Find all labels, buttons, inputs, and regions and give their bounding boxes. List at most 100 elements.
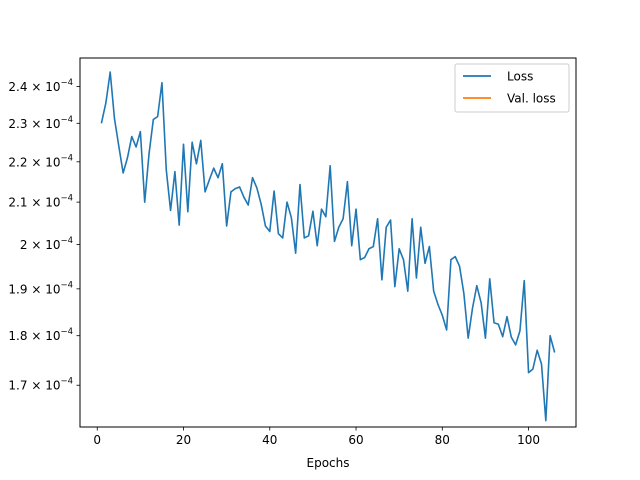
data-point <box>545 420 547 422</box>
data-point <box>553 351 556 353</box>
data-point <box>105 102 107 104</box>
data-point <box>100 121 103 124</box>
y-tick-label: 2.3 × 10−4 <box>8 115 73 131</box>
data-point <box>144 201 146 203</box>
data-point <box>195 163 198 165</box>
data-point <box>411 218 413 220</box>
x-axis-label: Epochs <box>307 456 350 470</box>
data-point <box>295 252 297 254</box>
data-point <box>493 322 495 324</box>
data-point <box>480 302 482 304</box>
data-point <box>338 226 340 228</box>
data-point <box>200 139 202 142</box>
data-point <box>389 219 392 221</box>
data-point <box>126 157 129 159</box>
x-tick-label: 100 <box>517 433 540 447</box>
data-point <box>398 248 400 250</box>
data-point <box>217 177 219 179</box>
data-point <box>157 115 159 118</box>
data-point <box>221 163 223 165</box>
data-point <box>394 285 396 288</box>
legend-val-loss-label: Val. loss <box>507 92 556 106</box>
x-tick-label: 20 <box>176 433 191 447</box>
data-point <box>381 279 383 281</box>
series-line-loss <box>100 71 556 422</box>
data-point <box>131 135 133 138</box>
y-tick-label: 2.2 × 10−4 <box>8 153 73 169</box>
data-point <box>174 171 176 173</box>
data-point <box>204 191 206 193</box>
series-layer <box>100 71 556 422</box>
data-point <box>497 323 499 325</box>
data-point <box>264 225 267 227</box>
data-point <box>113 118 116 120</box>
data-point <box>407 290 409 292</box>
data-point <box>454 256 456 258</box>
data-point <box>333 240 336 242</box>
data-point <box>519 330 521 332</box>
data-point <box>230 191 232 193</box>
data-point <box>437 303 439 306</box>
data-point <box>247 204 249 206</box>
data-point <box>273 190 275 192</box>
data-point <box>165 169 167 171</box>
data-point <box>320 208 323 210</box>
legend-loss-label: Loss <box>507 70 533 84</box>
data-point <box>269 230 271 233</box>
data-point <box>325 216 327 218</box>
data-point <box>415 277 418 279</box>
data-point <box>527 371 530 374</box>
data-point <box>502 336 504 338</box>
data-point <box>402 259 405 261</box>
y-tick-label: 2.4 × 10−4 <box>8 78 73 94</box>
data-point <box>251 177 254 179</box>
data-point <box>471 307 474 309</box>
y-tick-label: 1.7 × 10−4 <box>8 377 73 393</box>
data-point <box>355 208 357 210</box>
data-point <box>532 368 534 370</box>
x-tick-label: 60 <box>348 433 363 447</box>
data-point <box>467 337 469 339</box>
y-tick-label: 1.8 × 10−4 <box>8 327 73 343</box>
data-point <box>433 290 435 292</box>
data-point <box>109 71 111 73</box>
data-point <box>286 201 288 203</box>
data-point <box>226 225 228 227</box>
data-point <box>364 256 366 259</box>
data-point <box>152 118 154 121</box>
data-point <box>243 196 245 198</box>
axes-frame <box>79 57 577 428</box>
data-point <box>182 143 185 145</box>
data-point <box>484 337 487 339</box>
data-point <box>187 211 189 213</box>
data-point <box>148 153 150 155</box>
data-point <box>506 316 508 318</box>
data-point <box>377 218 379 220</box>
data-point <box>515 344 517 346</box>
data-point <box>303 237 305 239</box>
data-point <box>441 314 443 316</box>
data-point <box>277 233 279 235</box>
data-point <box>510 336 512 338</box>
data-point <box>178 224 180 226</box>
data-point <box>208 179 210 181</box>
data-point <box>463 292 465 295</box>
data-point <box>428 245 430 248</box>
data-point <box>329 165 331 167</box>
data-point <box>523 280 525 282</box>
data-point <box>282 237 284 239</box>
x-tick-label: 80 <box>435 433 450 447</box>
data-point <box>342 218 344 220</box>
data-point <box>135 146 137 148</box>
data-point <box>368 248 370 250</box>
data-point <box>256 187 258 189</box>
x-axis-ticks: 0 20 40 60 80 100 <box>93 427 540 447</box>
data-point <box>161 82 163 84</box>
data-point <box>316 245 318 247</box>
data-point <box>549 335 551 337</box>
data-point <box>372 245 374 248</box>
data-point <box>299 183 301 186</box>
data-point <box>476 285 478 287</box>
data-point <box>351 245 353 247</box>
